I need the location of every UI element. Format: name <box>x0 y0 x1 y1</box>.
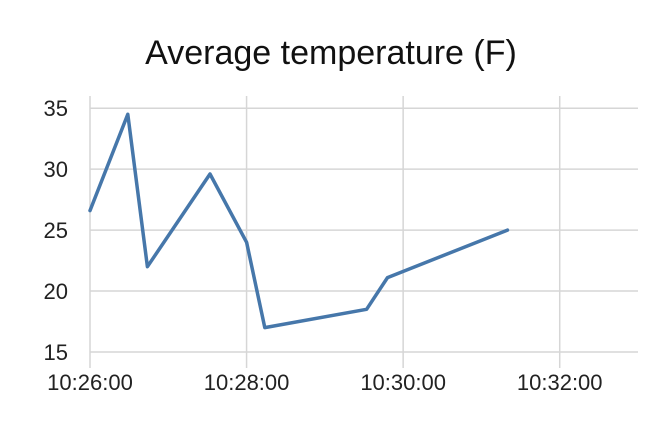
y-axis-labels: 15 20 25 30 35 <box>44 96 68 365</box>
chart-title: Average temperature (F) <box>145 34 517 72</box>
x-axis-labels: 10:26:00 10:28:00 10:30:00 10:32:00 <box>47 370 602 395</box>
x-tick-label: 10:32:00 <box>517 370 603 395</box>
x-tick-label: 10:28:00 <box>204 370 290 395</box>
grid <box>89 96 638 368</box>
y-tick-label: 15 <box>44 340 68 365</box>
x-tick-label: 10:30:00 <box>360 370 446 395</box>
y-tick-label: 25 <box>44 218 68 243</box>
series-layer <box>88 112 510 330</box>
series-line <box>88 112 510 330</box>
y-tick-label: 20 <box>44 279 68 304</box>
y-tick-label: 35 <box>44 96 68 121</box>
x-tick-label: 10:26:00 <box>47 370 133 395</box>
y-tick-label: 30 <box>44 157 68 182</box>
